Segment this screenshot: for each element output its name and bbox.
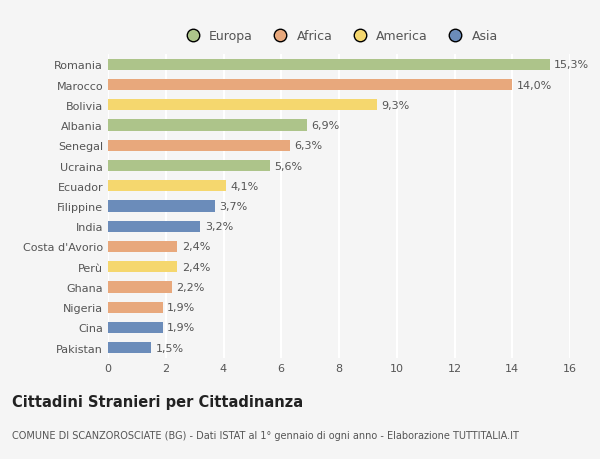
Legend: Europa, Africa, America, Asia: Europa, Africa, America, Asia xyxy=(178,28,500,46)
Bar xyxy=(108,100,377,111)
Bar xyxy=(108,161,270,172)
Bar xyxy=(108,60,550,71)
Text: 1,9%: 1,9% xyxy=(167,323,196,333)
Text: COMUNE DI SCANZOROSCIATE (BG) - Dati ISTAT al 1° gennaio di ogni anno - Elaboraz: COMUNE DI SCANZOROSCIATE (BG) - Dati IST… xyxy=(12,431,519,440)
Text: 2,2%: 2,2% xyxy=(176,282,204,292)
Text: 9,3%: 9,3% xyxy=(381,101,409,111)
Text: 6,3%: 6,3% xyxy=(294,141,322,151)
Bar xyxy=(108,322,163,333)
Text: 6,9%: 6,9% xyxy=(311,121,340,131)
Text: 1,9%: 1,9% xyxy=(167,302,196,313)
Text: 3,2%: 3,2% xyxy=(205,222,233,232)
Text: 5,6%: 5,6% xyxy=(274,161,302,171)
Bar xyxy=(108,302,163,313)
Text: 2,4%: 2,4% xyxy=(182,242,210,252)
Text: 2,4%: 2,4% xyxy=(182,262,210,272)
Text: 14,0%: 14,0% xyxy=(517,80,552,90)
Bar xyxy=(108,181,226,192)
Bar xyxy=(108,221,200,232)
Bar xyxy=(108,201,215,212)
Bar xyxy=(108,282,172,293)
Text: Cittadini Stranieri per Cittadinanza: Cittadini Stranieri per Cittadinanza xyxy=(12,394,303,409)
Text: 4,1%: 4,1% xyxy=(231,181,259,191)
Bar xyxy=(108,120,307,131)
Text: 3,7%: 3,7% xyxy=(219,202,247,212)
Bar xyxy=(108,241,178,252)
Bar xyxy=(108,342,151,353)
Bar xyxy=(108,140,290,151)
Bar xyxy=(108,262,178,273)
Bar xyxy=(108,80,512,91)
Text: 1,5%: 1,5% xyxy=(155,343,184,353)
Text: 15,3%: 15,3% xyxy=(554,60,589,70)
